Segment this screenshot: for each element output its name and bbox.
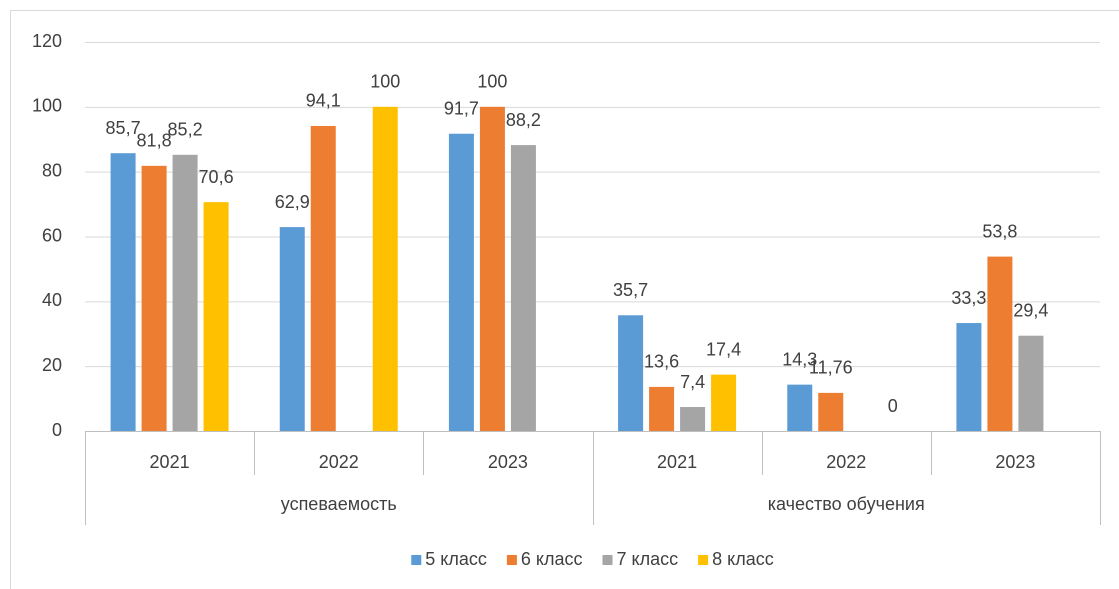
bar [956,323,982,431]
value-label: 81,8 [137,131,172,151]
x-tick-label: 2022 [826,452,866,472]
value-label: 17,4 [706,339,741,359]
value-label: 100 [370,72,400,92]
group-label: качество обучения [768,494,925,514]
bar [680,407,706,431]
bar [372,106,398,431]
value-label: 94,1 [306,91,341,111]
x-tick-label: 2022 [319,452,359,472]
x-tick-label: 2023 [488,452,528,472]
value-label: 91,7 [444,98,479,118]
legend-swatch [698,555,709,565]
bar [141,165,167,431]
x-tick-label: 2021 [150,452,190,472]
bar [649,386,675,431]
bar [203,202,229,431]
value-label: 85,2 [168,120,203,140]
legend-swatch [411,555,422,565]
value-label: 13,6 [644,352,679,372]
legend-label: 7 класс [617,549,679,569]
value-label: 11,76 [809,358,853,378]
value-label: 0 [888,396,898,416]
legend-label: 5 класс [425,549,487,569]
y-tick-label: 120 [32,31,62,51]
bar [479,106,505,431]
value-label: 85,7 [106,118,141,138]
bar [987,256,1013,431]
legend-label: 6 класс [521,549,583,569]
value-label: 7,4 [680,372,705,392]
y-tick-label: 60 [42,225,62,245]
group-label: успеваемость [281,494,397,514]
value-label: 33,3 [951,288,986,308]
bar [787,384,813,431]
legend-swatch [602,555,613,565]
bar [279,227,305,431]
value-label: 100 [477,72,507,92]
y-tick-label: 40 [42,290,62,310]
bar [110,153,136,432]
y-tick-label: 20 [42,355,62,375]
value-label: 35,7 [613,280,648,300]
bar [172,154,198,431]
value-label: 62,9 [275,192,310,212]
legend-swatch [506,555,517,565]
bar [448,133,474,431]
chart-border [10,10,1119,589]
x-tick-label: 2021 [657,452,697,472]
bar [711,374,737,431]
value-label: 29,4 [1013,300,1048,320]
value-label: 70,6 [199,167,234,187]
bar [618,315,644,431]
legend-label: 8 класс [712,549,774,569]
bar [818,392,844,431]
value-label: 14,3 [782,349,817,369]
bar [510,145,536,431]
bar [1018,335,1044,431]
value-label: 88,2 [506,110,541,130]
value-label: 53,8 [982,221,1017,241]
bar [310,125,336,431]
y-tick-label: 100 [32,96,62,116]
y-tick-label: 0 [52,420,62,440]
x-tick-label: 2023 [995,452,1035,472]
y-tick-label: 80 [42,160,62,180]
